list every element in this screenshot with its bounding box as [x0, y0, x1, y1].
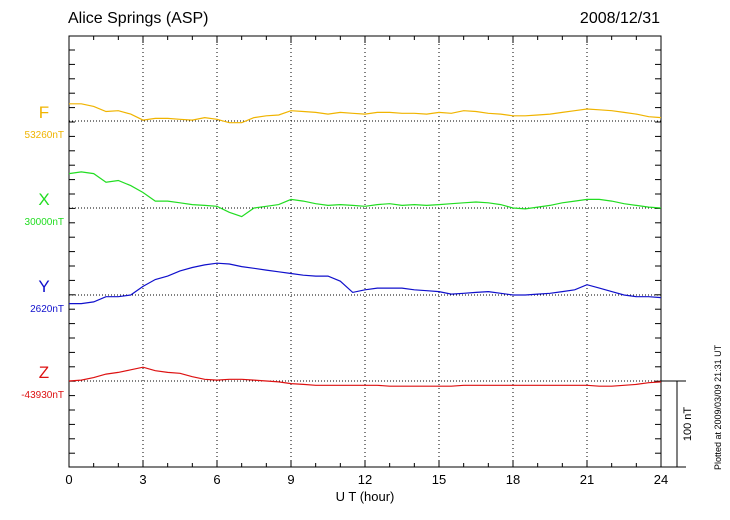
x-tick-label: 15 — [432, 472, 446, 487]
series-baseline-label-f: 53260nT — [25, 130, 64, 141]
series-baseline-label-y: 2620nT — [30, 304, 64, 315]
series-line-y — [69, 262, 662, 305]
series-name-z: Z — [39, 363, 49, 382]
series-baseline-label-z: -43930nT — [21, 390, 64, 401]
x-tick-label: 3 — [139, 472, 146, 487]
x-tick-label: 6 — [213, 472, 220, 487]
series-name-x: X — [38, 190, 49, 209]
x-tick-label: 21 — [580, 472, 594, 487]
series-line-z — [68, 366, 662, 387]
x-tick-label: 9 — [287, 472, 294, 487]
x-tick-label: 24 — [654, 472, 668, 487]
series-name-y: Y — [38, 277, 49, 296]
series-name-f: F — [39, 103, 49, 122]
series-baseline-label-x: 30000nT — [25, 217, 64, 228]
scale-bar-label: 100 nT — [682, 407, 694, 442]
series-line-f — [69, 103, 662, 124]
x-axis-label: U T (hour) — [336, 489, 395, 504]
date-title: 2008/12/31 — [579, 10, 660, 27]
station-title: Alice Springs (ASP) — [68, 10, 209, 27]
x-tick-label: 0 — [65, 472, 72, 487]
x-tick-label: 12 — [358, 472, 372, 487]
series-line-x — [68, 171, 662, 218]
x-tick-label: 18 — [506, 472, 520, 487]
